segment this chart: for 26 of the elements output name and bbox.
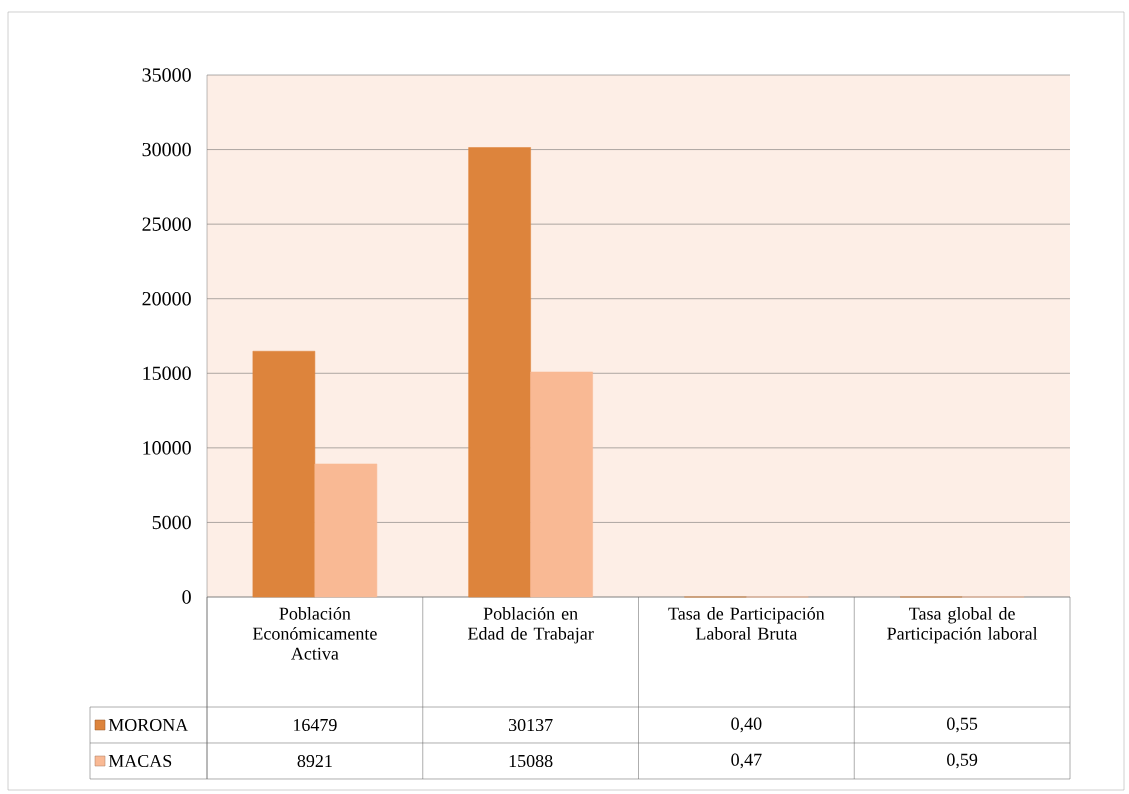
x-tick-label: Población en Edad de Trabajar (468, 607, 594, 644)
data-label: 0,40 (731, 717, 762, 733)
legend-label: MORONA (108, 718, 189, 732)
data-label: 0,59 (947, 753, 978, 769)
data-label: 30137 (508, 718, 553, 732)
y-tick-label: 30000 (142, 142, 191, 157)
bar (252, 350, 316, 598)
x-tick-label: Tasa de Participación Laboral Bruta (668, 607, 825, 640)
bar (468, 147, 531, 598)
data-label: 15088 (509, 754, 553, 768)
data-label: 8921 (297, 754, 332, 768)
data-label: 16479 (293, 718, 337, 732)
data-label: 0,55 (947, 717, 978, 733)
y-tick-label: 5000 (152, 515, 191, 530)
x-tick-label: Población Económicamente Activa (252, 607, 377, 660)
y-tick-label: 15000 (143, 366, 191, 381)
y-tick-label: 20000 (142, 291, 191, 306)
y-tick-label: 25000 (142, 217, 191, 231)
y-tick-label: 0 (182, 590, 191, 604)
bar (314, 463, 378, 598)
bar (530, 371, 593, 598)
y-tick-label: 35000 (142, 68, 191, 82)
legend-label: MACAS (108, 754, 172, 768)
data-label: 0,47 (731, 753, 762, 769)
x-tick-label: Tasa global de Participación laboral (887, 607, 1038, 644)
y-tick-label: 10000 (143, 441, 191, 455)
